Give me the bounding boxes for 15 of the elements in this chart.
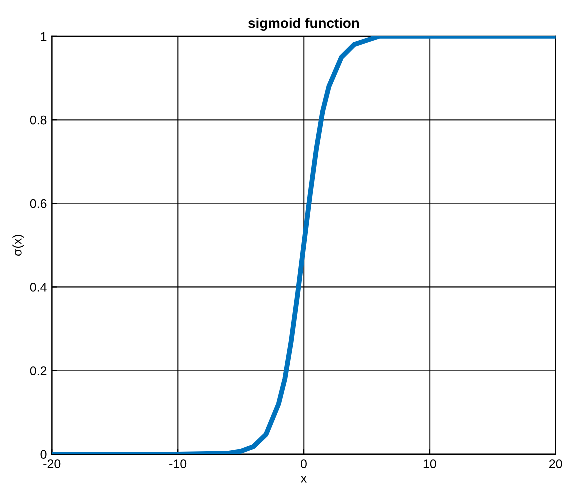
y-axis-title: σ(x) <box>12 235 24 256</box>
x-tick-label: 20 <box>550 460 562 468</box>
line-series <box>52 36 556 454</box>
x-tick-label: -20 <box>44 460 61 468</box>
x-axis-title: x <box>300 476 307 483</box>
x-tick-label: -10 <box>170 460 187 468</box>
x-tick-label: 0 <box>300 460 307 468</box>
y-tick-label: 0.4 <box>30 283 47 292</box>
y-tick-label: 0.6 <box>30 199 47 208</box>
y-tick-label: 0 <box>40 450 47 460</box>
x-tick-label: 10 <box>424 460 436 468</box>
y-tick-label: 0.2 <box>30 366 47 376</box>
chart-title: sigmoid function <box>248 18 360 32</box>
y-tick-label: 1 <box>41 32 47 41</box>
y-tick-label: 0.8 <box>30 116 47 125</box>
